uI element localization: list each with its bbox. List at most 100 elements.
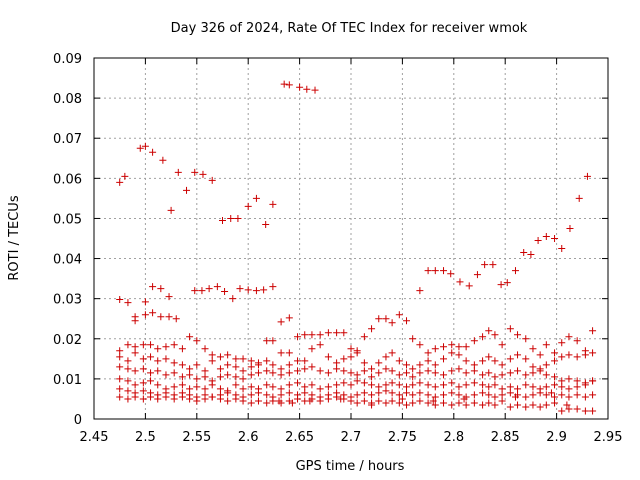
data-point-marker	[529, 369, 536, 376]
data-point-marker	[361, 389, 368, 396]
data-point-marker	[491, 373, 498, 380]
data-point-marker	[162, 393, 169, 400]
data-point-marker	[396, 391, 403, 398]
data-point-marker	[263, 399, 270, 406]
data-point-marker	[507, 403, 514, 410]
data-point-marker	[173, 315, 180, 322]
data-point-marker	[403, 317, 410, 324]
data-point-marker	[522, 393, 529, 400]
data-point-marker	[522, 335, 529, 342]
data-point-marker	[217, 385, 224, 392]
data-point-marker	[278, 365, 285, 372]
data-point-marker	[340, 379, 347, 386]
data-point-marker	[286, 389, 293, 396]
data-point-marker	[206, 285, 213, 292]
data-point-marker	[278, 349, 285, 356]
data-point-marker	[340, 329, 347, 336]
data-point-marker	[558, 383, 565, 390]
data-point-marker	[425, 381, 432, 388]
data-point-marker	[209, 393, 216, 400]
data-point-marker	[317, 367, 324, 374]
data-point-marker	[474, 271, 481, 278]
data-point-marker	[375, 383, 382, 390]
data-point-marker	[248, 383, 255, 390]
data-point-marker	[396, 311, 403, 318]
data-point-marker	[116, 375, 123, 382]
x-tick-label: 2.9	[546, 430, 567, 445]
data-point-marker	[186, 371, 193, 378]
data-point-marker	[317, 385, 324, 392]
data-point-marker	[382, 399, 389, 406]
data-point-marker	[440, 391, 447, 398]
data-point-marker	[348, 369, 355, 376]
data-point-marker	[278, 318, 285, 325]
data-point-marker	[448, 401, 455, 408]
data-point-marker	[269, 397, 276, 404]
data-point-marker	[149, 149, 156, 156]
data-point-marker	[375, 315, 382, 322]
data-point-marker	[140, 355, 147, 362]
data-point-marker	[278, 371, 285, 378]
x-tick-label: 2.55	[182, 430, 211, 445]
data-point-marker	[240, 355, 247, 362]
data-point-marker	[471, 399, 478, 406]
data-point-marker	[582, 393, 589, 400]
data-point-marker	[232, 395, 239, 402]
data-point-marker	[308, 363, 315, 370]
data-point-marker	[565, 385, 572, 392]
data-point-marker	[308, 331, 315, 338]
data-point-marker	[116, 179, 123, 186]
data-point-marker	[440, 399, 447, 406]
data-point-marker	[263, 357, 270, 364]
data-point-marker	[193, 375, 200, 382]
data-point-marker	[183, 187, 190, 194]
data-point-marker	[348, 353, 355, 360]
data-point-marker	[154, 367, 161, 374]
data-point-marker	[248, 399, 255, 406]
data-point-marker	[522, 403, 529, 410]
data-point-marker	[281, 81, 288, 88]
data-point-marker	[240, 397, 247, 404]
data-point-marker	[389, 379, 396, 386]
data-point-marker	[471, 391, 478, 398]
data-point-marker	[565, 351, 572, 358]
data-point-marker	[286, 381, 293, 388]
data-point-marker	[286, 349, 293, 356]
grid-lines	[94, 58, 608, 419]
data-point-marker	[140, 341, 147, 348]
y-tick-label: 0.09	[53, 52, 82, 67]
data-point-marker	[294, 395, 301, 402]
data-point-marker	[479, 381, 486, 388]
data-point-marker	[232, 355, 239, 362]
data-point-marker	[522, 355, 529, 362]
data-point-marker	[499, 391, 506, 398]
data-point-marker	[479, 371, 486, 378]
data-point-marker	[202, 373, 209, 380]
data-point-marker	[455, 399, 462, 406]
data-point-marker	[186, 365, 193, 372]
data-point-marker	[440, 381, 447, 388]
data-point-marker	[489, 261, 496, 268]
data-point-marker	[255, 369, 262, 376]
x-tick-label: 2.85	[491, 430, 520, 445]
data-point-marker	[440, 267, 447, 274]
data-point-marker	[171, 383, 178, 390]
data-point-marker	[157, 285, 164, 292]
x-tick-label: 2.7	[341, 430, 362, 445]
data-point-marker	[340, 355, 347, 362]
data-point-marker	[333, 329, 340, 336]
data-point-marker	[162, 371, 169, 378]
data-point-marker	[396, 399, 403, 406]
x-tick-label: 2.45	[80, 430, 109, 445]
data-point-marker	[140, 395, 147, 402]
data-point-marker	[149, 283, 156, 290]
data-point-marker	[507, 325, 514, 332]
data-point-marker	[186, 385, 193, 392]
y-axis-label: ROTI / TECUs	[7, 195, 22, 280]
data-point-marker	[354, 399, 361, 406]
data-point-marker	[333, 359, 340, 366]
data-point-marker	[368, 325, 375, 332]
data-point-marker	[312, 87, 319, 94]
data-point-marker	[582, 351, 589, 358]
data-point-marker	[432, 267, 439, 274]
